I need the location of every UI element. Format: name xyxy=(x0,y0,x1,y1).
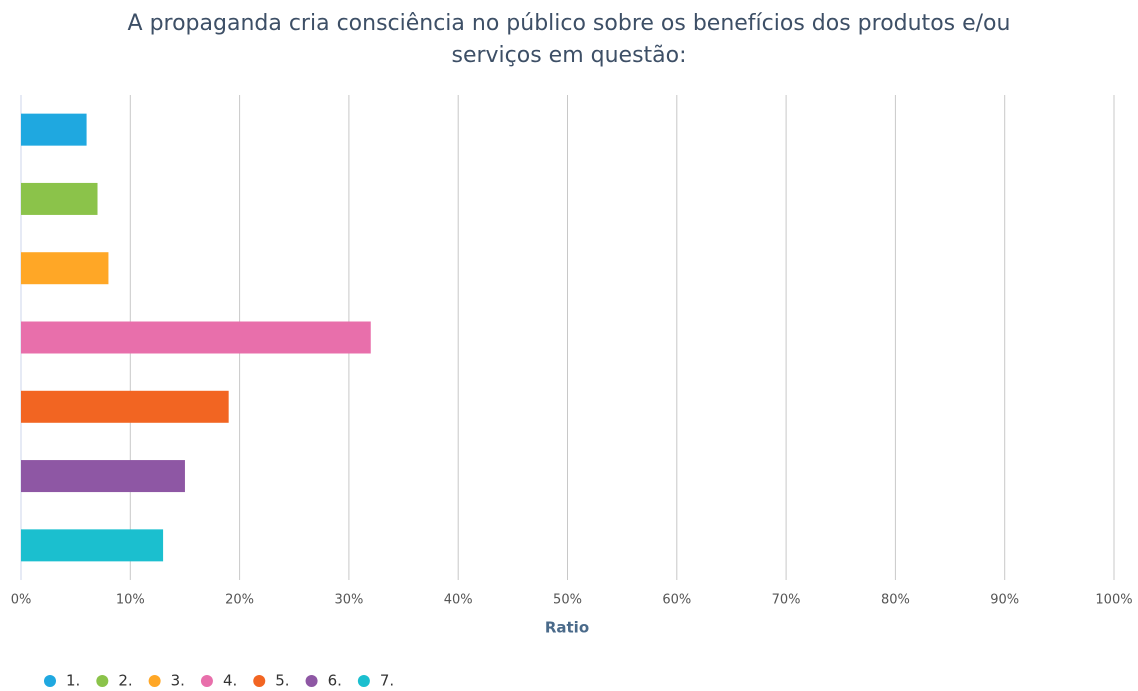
legend-marker xyxy=(148,675,161,687)
bar xyxy=(21,529,164,562)
x-tick-label: 80% xyxy=(881,593,910,608)
x-tick-label: 70% xyxy=(772,593,801,608)
legend-marker xyxy=(253,675,266,687)
legend-label: 7. xyxy=(380,672,394,690)
chart-title: A propaganda cria consciência no público… xyxy=(127,11,1011,68)
legend-marker xyxy=(305,675,318,687)
legend-label: 1. xyxy=(66,672,80,690)
legend-label: 5. xyxy=(275,672,289,690)
x-tick-label: 90% xyxy=(990,593,1019,608)
x-tick-label: 40% xyxy=(444,593,473,608)
bar xyxy=(21,460,185,493)
x-tick-label: 10% xyxy=(116,593,145,608)
bar xyxy=(21,252,109,285)
legend-marker xyxy=(96,675,109,687)
legend-label: 3. xyxy=(171,672,185,690)
x-tick-label: 60% xyxy=(662,593,691,608)
legend-label: 2. xyxy=(118,672,132,690)
x-tick-label: 50% xyxy=(553,593,582,608)
bar xyxy=(21,390,229,423)
legend-label: 6. xyxy=(328,672,342,690)
bar xyxy=(21,113,87,146)
x-tick-label: 100% xyxy=(1095,593,1132,608)
x-axis-label: Ratio xyxy=(545,619,589,637)
legend-marker xyxy=(44,675,56,687)
x-tick-label: 30% xyxy=(334,593,363,608)
legend-label: 4. xyxy=(223,672,237,690)
x-tick-label: 0% xyxy=(11,593,32,608)
legend-marker xyxy=(200,675,213,687)
x-tick-label: 20% xyxy=(225,593,254,608)
legend-marker xyxy=(357,675,370,687)
bar xyxy=(21,321,371,354)
bar xyxy=(21,182,98,215)
